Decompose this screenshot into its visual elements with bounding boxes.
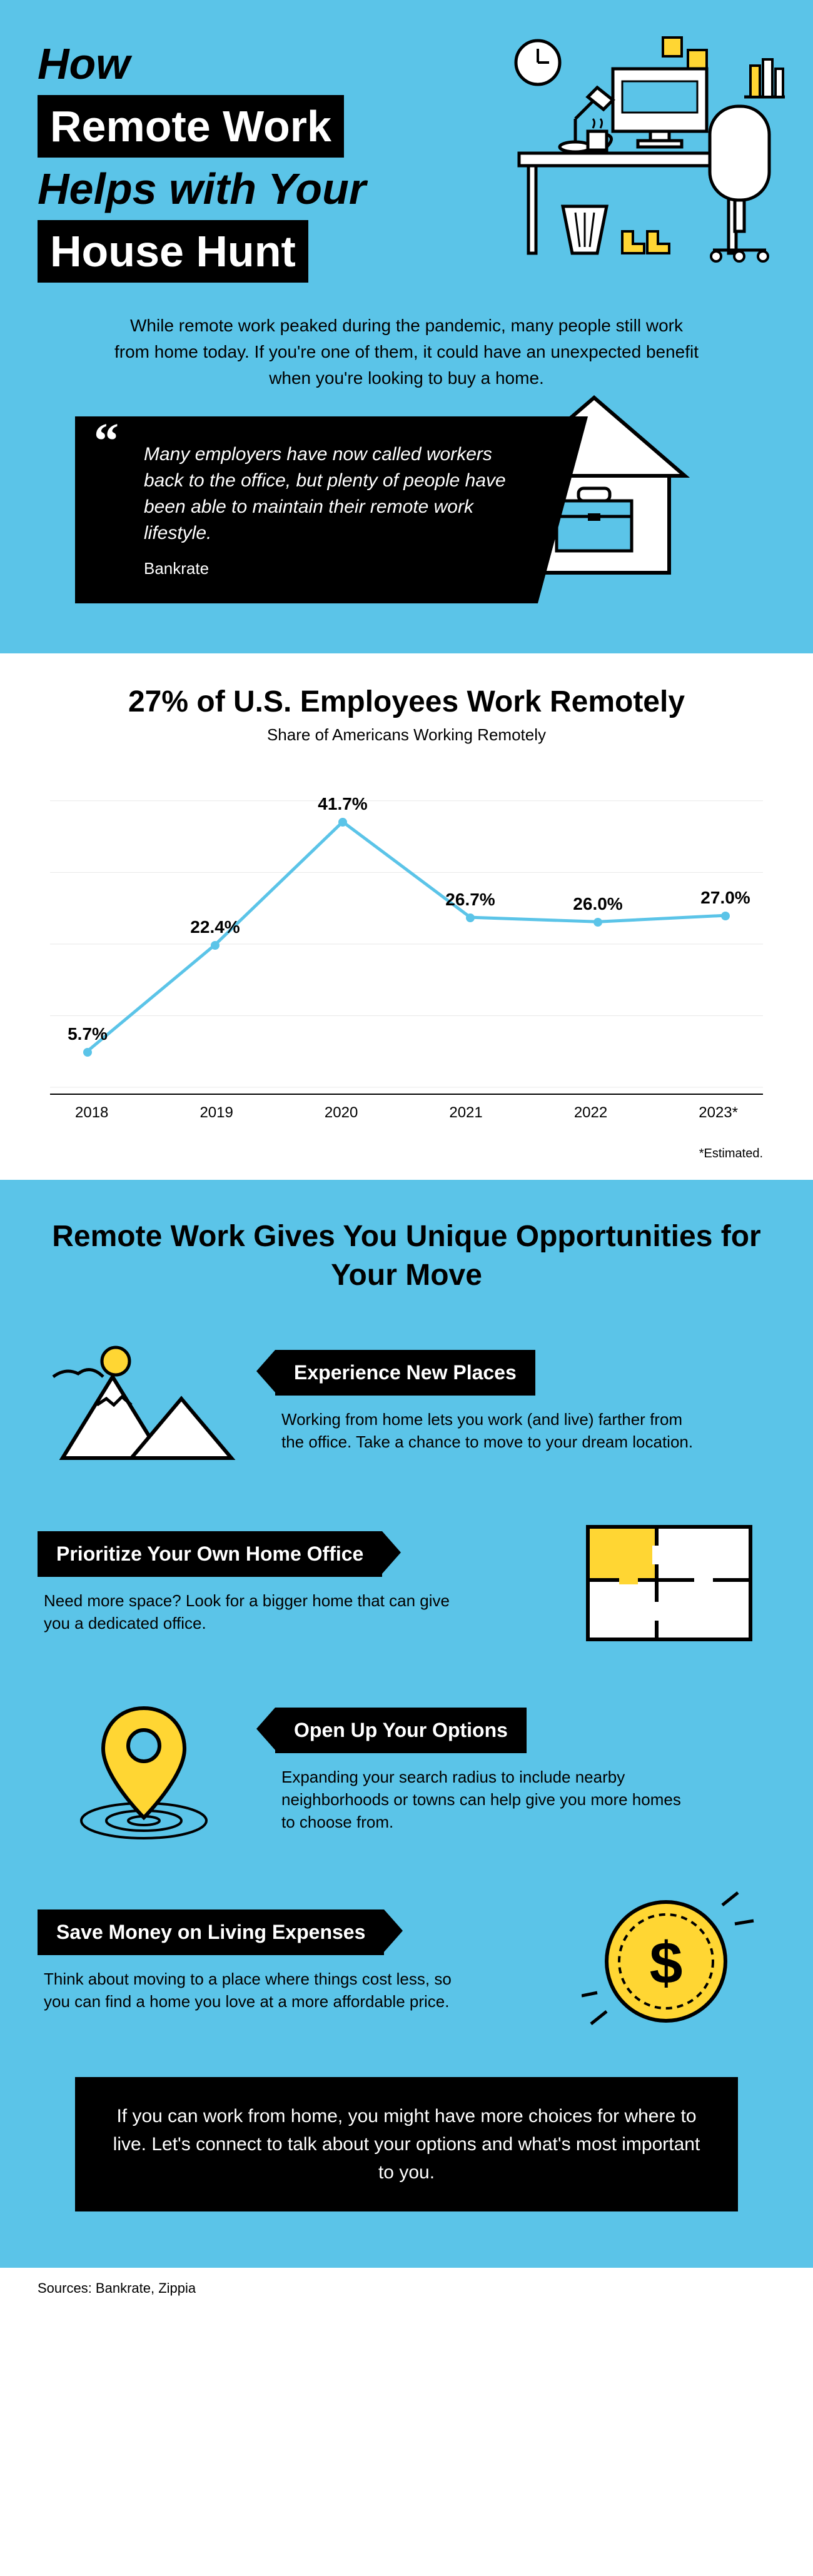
chart-x-label: 2022 xyxy=(574,1104,607,1122)
chart-x-label: 2023* xyxy=(699,1104,738,1122)
opp-row-open-options: Open Up Your Options Expanding your sear… xyxy=(38,1696,775,1846)
opp-content: Experience New Places Working from home … xyxy=(275,1350,775,1454)
opp-body: Expanding your search radius to include … xyxy=(275,1753,700,1834)
chart-subtitle: Share of Americans Working Remotely xyxy=(50,725,763,745)
quote-box: “ Many employers have now called workers… xyxy=(75,416,538,603)
svg-text:$: $ xyxy=(650,1930,683,1996)
opp-body: Think about moving to a place where thin… xyxy=(38,1955,463,2013)
quote-source: Bankrate xyxy=(144,559,507,578)
mountains-icon xyxy=(38,1339,250,1464)
chart-footnote: *Estimated. xyxy=(0,1140,813,1180)
opp-header: Open Up Your Options xyxy=(275,1708,527,1753)
chart-x-label: 2019 xyxy=(199,1104,233,1122)
title-line3: Helps with Your xyxy=(38,164,366,213)
opp-row-home-office: Prioritize Your Own Home Office Need mor… xyxy=(38,1514,775,1652)
opp-header: Save Money on Living Expenses xyxy=(38,1909,384,1955)
cta-box: If you can work from home, you might hav… xyxy=(75,2077,738,2211)
header-section: How Remote Work Helps with Your House Hu… xyxy=(0,0,813,653)
chart-title: 27% of U.S. Employees Work Remotely xyxy=(50,685,763,719)
chart-x-label: 2020 xyxy=(325,1104,358,1122)
coin-icon: $ xyxy=(563,1889,775,2033)
opp-content: Open Up Your Options Expanding your sear… xyxy=(275,1708,775,1834)
chart-x-label: 2021 xyxy=(449,1104,482,1122)
chart-section: 27% of U.S. Employees Work Remotely Shar… xyxy=(0,653,813,1140)
chart-point-label: 41.7% xyxy=(318,794,367,814)
opp-body: Working from home lets you work (and liv… xyxy=(275,1396,700,1454)
chart-point-label: 26.0% xyxy=(573,894,622,914)
map-pin-icon xyxy=(38,1696,250,1846)
title-line2: Remote Work xyxy=(38,95,344,158)
opp-row-experience-places: Experience New Places Working from home … xyxy=(38,1333,775,1471)
chart-point-label: 27.0% xyxy=(700,888,750,908)
quote-mark-icon: “ xyxy=(94,429,119,454)
floorplan-icon xyxy=(563,1521,775,1646)
chart-x-label: 2018 xyxy=(75,1104,108,1122)
opp-content: Prioritize Your Own Home Office Need mor… xyxy=(38,1531,538,1635)
sources-text: Sources: Bankrate, Zippia xyxy=(0,2268,813,2322)
opp-header: Experience New Places xyxy=(275,1350,535,1396)
line-chart: 5.7% 22.4% 41.7% 26.7% 26.0% 27.0% xyxy=(50,770,763,1095)
chart-line-path xyxy=(50,770,763,1094)
chart-point-label: 26.7% xyxy=(445,890,495,910)
quote-text: Many employers have now called workers b… xyxy=(144,441,507,546)
opp-header: Prioritize Your Own Home Office xyxy=(38,1531,382,1577)
opportunities-section: Remote Work Gives You Unique Opportuniti… xyxy=(0,1180,813,2268)
chart-point-label: 22.4% xyxy=(190,917,240,937)
opportunities-title: Remote Work Gives You Unique Opportuniti… xyxy=(38,1217,775,1296)
header-title: How Remote Work Helps with Your House Hu… xyxy=(38,38,475,288)
opp-row-save-money: Save Money on Living Expenses Think abou… xyxy=(38,1889,775,2033)
title-line4: House Hunt xyxy=(38,220,308,283)
desk-illustration-icon xyxy=(488,31,788,269)
chart-point-label: 5.7% xyxy=(68,1024,108,1044)
quote-section: “ Many employers have now called workers… xyxy=(38,416,775,628)
opp-content: Save Money on Living Expenses Think abou… xyxy=(38,1909,538,2013)
opp-body: Need more space? Look for a bigger home … xyxy=(38,1577,463,1635)
chart-x-axis: 2018 2019 2020 2021 2022 2023* xyxy=(50,1095,763,1122)
title-line1: How xyxy=(38,39,130,88)
infographic-root: How Remote Work Helps with Your House Hu… xyxy=(0,0,813,2322)
